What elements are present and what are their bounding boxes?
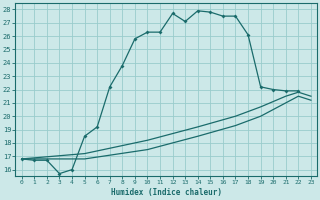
X-axis label: Humidex (Indice chaleur): Humidex (Indice chaleur) [111, 188, 222, 197]
